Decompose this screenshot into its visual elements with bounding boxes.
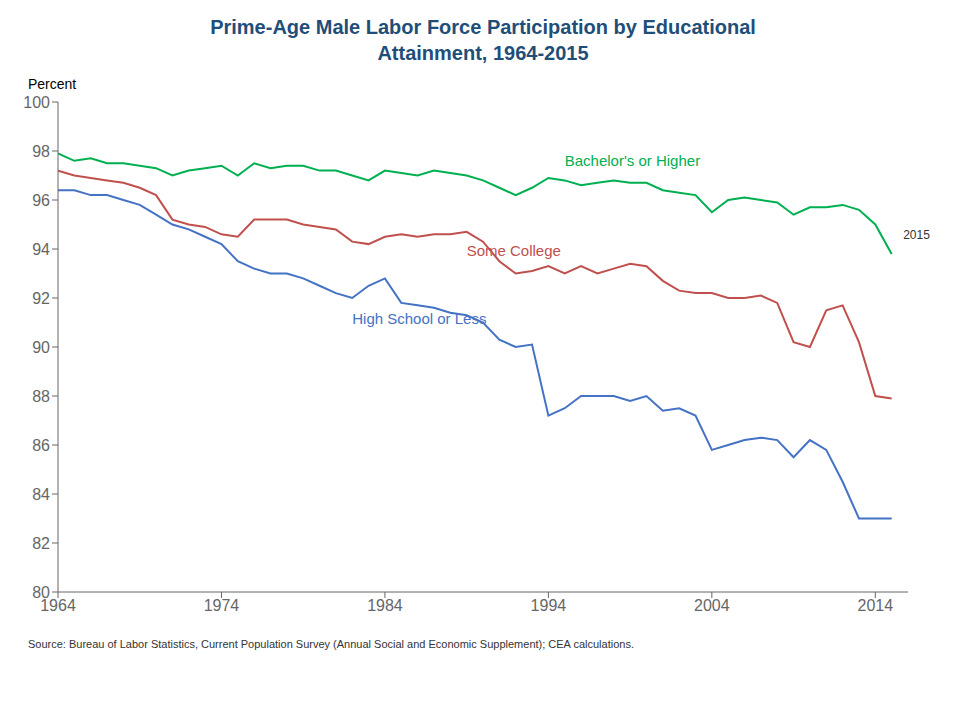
svg-text:96: 96 xyxy=(32,192,50,209)
html-text:Attainment, 1964-2015: Attainment, 1964-2015 xyxy=(377,42,589,64)
svg-text:92: 92 xyxy=(32,290,50,307)
svg-text:86: 86 xyxy=(32,437,50,454)
svg-text:84: 84 xyxy=(32,486,50,503)
html-text:Percent: Percent xyxy=(28,76,77,92)
svg-text:1974: 1974 xyxy=(204,597,240,614)
svg-text:100: 100 xyxy=(23,94,50,111)
svg-text:94: 94 xyxy=(32,241,50,258)
svg-text:2015: 2015 xyxy=(903,228,930,242)
svg-text:1984: 1984 xyxy=(367,597,403,614)
html-text:Source: Bureau of Labor Statis: Source: Bureau of Labor Statistics, Curr… xyxy=(28,638,634,650)
svg-text:2004: 2004 xyxy=(694,597,730,614)
svg-text:1994: 1994 xyxy=(531,597,567,614)
svg-text:2014: 2014 xyxy=(858,597,894,614)
svg-text:90: 90 xyxy=(32,339,50,356)
svg-text:82: 82 xyxy=(32,535,50,552)
svg-text:1964: 1964 xyxy=(40,597,76,615)
svg-text:Bachelor's or Higher: Bachelor's or Higher xyxy=(565,152,700,169)
svg-text:98: 98 xyxy=(32,143,50,160)
svg-text:Some College: Some College xyxy=(467,242,561,259)
svg-text:88: 88 xyxy=(32,388,50,405)
svg-text:80: 80 xyxy=(32,584,50,601)
html-text:Prime-Age Male Labor Force Par: Prime-Age Male Labor Force Participation… xyxy=(210,16,756,38)
svg-text:High School or Less: High School or Less xyxy=(352,310,486,327)
